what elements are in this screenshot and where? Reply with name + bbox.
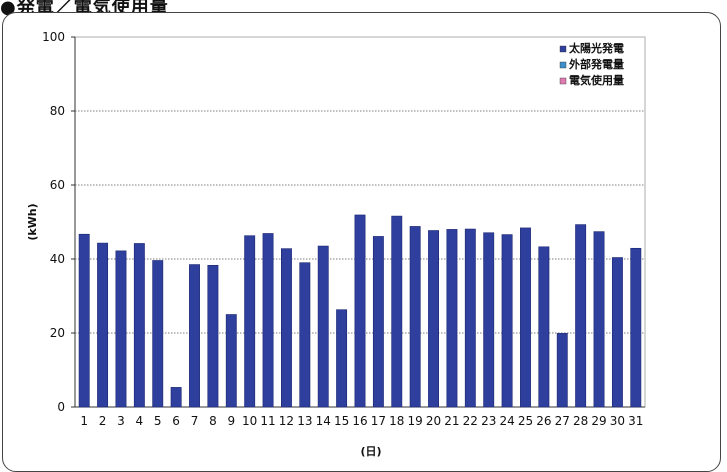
bar: [611, 257, 623, 408]
x-tick-label: 6: [172, 414, 180, 428]
x-tick-label: 2: [99, 414, 107, 428]
y-tick-label: 100: [42, 30, 65, 44]
x-tick-label: 3: [117, 414, 125, 428]
x-tick-label: 1: [80, 414, 88, 428]
x-tick-label: 24: [499, 414, 514, 428]
legend-label: 電気使用量: [569, 73, 624, 87]
bar: [317, 245, 329, 408]
bar: [409, 226, 421, 408]
x-tick-label: 13: [297, 414, 312, 428]
bar: [133, 243, 145, 408]
bar: [391, 215, 403, 408]
x-tick-label: 25: [518, 414, 533, 428]
bar: [501, 234, 513, 408]
x-tick-label: 26: [536, 414, 551, 428]
x-tick-label: 9: [227, 414, 235, 428]
x-tick-label: 16: [352, 414, 367, 428]
bar: [428, 230, 439, 408]
x-tick-label: 31: [628, 414, 643, 428]
y-tick-label: 80: [50, 104, 65, 118]
bar: [446, 229, 458, 408]
bar: [189, 264, 200, 408]
legend-label: 太陽光発電: [568, 41, 624, 55]
x-tick-label: 11: [260, 414, 275, 428]
bar: [207, 264, 219, 408]
bar: [575, 224, 587, 408]
bar: [372, 236, 384, 408]
x-tick-label: 28: [573, 414, 588, 428]
x-tick-label: 8: [209, 414, 217, 428]
bar: [170, 387, 182, 408]
x-tick-label: 17: [371, 414, 386, 428]
bar: [115, 250, 127, 408]
y-tick-label: 60: [50, 178, 65, 192]
bar: [593, 231, 605, 408]
bar: [354, 214, 366, 408]
x-tick-label: 5: [154, 414, 162, 428]
x-tick-label: 15: [334, 414, 349, 428]
bar: [336, 309, 348, 408]
bar: [520, 227, 531, 408]
y-tick-label: 40: [50, 252, 65, 266]
x-tick-label: 20: [426, 414, 441, 428]
x-tick-label: 7: [191, 414, 199, 428]
bar: [630, 247, 642, 408]
x-tick-label: 4: [136, 414, 144, 428]
x-tick-label: 23: [481, 414, 496, 428]
x-tick-label: 14: [316, 414, 331, 428]
x-tick-label: 10: [242, 414, 257, 428]
y-axis-title: (kWh): [26, 203, 39, 240]
bar: [464, 228, 476, 408]
x-tick-label: 19: [408, 414, 423, 428]
x-tick-label: 30: [610, 414, 625, 428]
legend-swatch: [559, 61, 567, 69]
bar: [262, 233, 274, 408]
bar: [281, 248, 292, 408]
bar: [299, 262, 311, 408]
y-tick-label: 0: [57, 400, 65, 414]
bar: [225, 314, 237, 408]
x-tick-label: 18: [389, 414, 404, 428]
y-tick-label: 20: [50, 326, 65, 340]
bar: [97, 242, 109, 408]
bar: [244, 235, 256, 408]
x-tick-label: 29: [591, 414, 606, 428]
bar: [538, 246, 550, 408]
x-tick-label: 22: [463, 414, 478, 428]
bar: [483, 232, 495, 408]
x-tick-label: 21: [444, 414, 459, 428]
legend-swatch: [559, 77, 567, 85]
legend-label: 外部発電量: [568, 57, 624, 71]
x-axis-title: (日): [360, 445, 381, 458]
legend-swatch: [559, 45, 567, 53]
x-tick-label: 27: [555, 414, 570, 428]
bar: [78, 233, 90, 408]
bar: [556, 333, 568, 408]
bar: [152, 260, 164, 408]
x-tick-label: 12: [279, 414, 294, 428]
